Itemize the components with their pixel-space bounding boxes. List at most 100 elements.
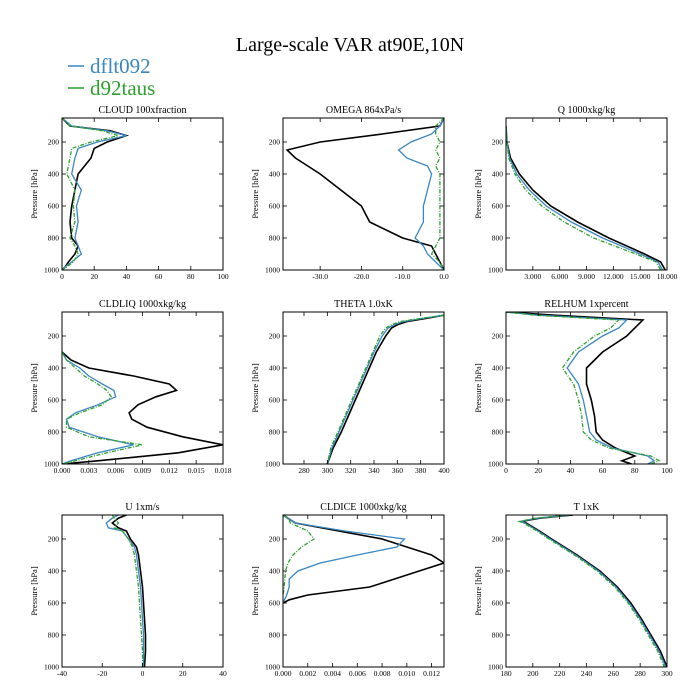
y-axis-label-relhum-1xpercent: Pressure [hPa]: [473, 363, 483, 413]
x-tick-label: -20.0: [354, 272, 370, 281]
series-line-d92taus-cldice-1000xkg-kg: [283, 515, 315, 596]
y-tick-label: 200: [269, 535, 281, 544]
series-line-reference-q-1000xkg-kg: [506, 125, 666, 270]
x-tick-label: 12.000: [603, 272, 624, 281]
x-tick-label: -20: [97, 669, 107, 678]
x-tick-label: 0.003: [80, 466, 97, 475]
y-tick-label: 800: [48, 631, 60, 640]
panel-title-u-1xm-s: U 1xm/s: [125, 502, 159, 513]
series-line-dflt092-relhum-1xpercent: [506, 312, 656, 464]
panel-title-cloud-100xfraction: CLOUD 100xfraction: [98, 105, 186, 116]
y-tick-label: 1000: [44, 460, 59, 469]
panel-omega-864xpa-s: OMEGA 864xPa/s Pressure [hPa] 200 400 600 800…: [250, 105, 449, 281]
y-tick-label: 1000: [488, 266, 503, 275]
x-tick-label: 0.000: [275, 669, 292, 678]
y-tick-label: 1000: [265, 460, 280, 469]
series-line-reference-t-1xk: [519, 515, 667, 667]
y-axis-label-cldice-1000xkg-kg: Pressure [hPa]: [250, 566, 260, 616]
x-tick-label: 40: [219, 669, 227, 678]
y-tick-label: 200: [48, 138, 60, 147]
x-tick-label: 80: [631, 466, 639, 475]
series-line-reference-cldliq-1000xkg-kg: [62, 351, 223, 464]
x-tick-label: 60: [155, 272, 163, 281]
x-tick-label: 340: [368, 466, 380, 475]
x-tick-label: 320: [345, 466, 357, 475]
y-tick-label: 200: [269, 332, 281, 341]
series-line-dflt092-cloud-100xfraction: [62, 118, 127, 270]
x-tick-label: 180: [500, 669, 512, 678]
y-axis-label-q-1000xkg-kg: Pressure [hPa]: [473, 169, 483, 219]
x-tick-label: -10.0: [395, 272, 411, 281]
series-line-reference-cloud-100xfraction: [62, 118, 130, 270]
y-tick-label: 800: [269, 631, 281, 640]
x-tick-label: 15.000: [630, 272, 651, 281]
y-tick-label: 200: [48, 332, 60, 341]
y-tick-label: 400: [269, 364, 281, 373]
series-line-reference-u-1xm-s: [111, 515, 147, 667]
y-tick-label: 800: [269, 234, 281, 243]
y-tick-label: 800: [269, 428, 281, 437]
y-tick-label: 1000: [488, 460, 503, 469]
x-tick-label: 300: [661, 669, 673, 678]
x-tick-label: 220: [554, 669, 566, 678]
x-tick-label: -40: [57, 669, 67, 678]
x-tick-label: 0.004: [324, 669, 341, 678]
panel-title-theta-1-0xk: THETA 1.0xK: [334, 299, 393, 310]
y-tick-label: 600: [492, 599, 504, 608]
x-tick-label: 0.006: [107, 466, 124, 475]
y-tick-label: 200: [492, 332, 504, 341]
x-tick-label: 0.018: [215, 466, 232, 475]
y-tick-label: 400: [269, 567, 281, 576]
x-tick-label: 0.002: [299, 669, 316, 678]
series-line-d92taus-relhum-1xpercent: [506, 312, 661, 464]
y-tick-label: 400: [48, 364, 60, 373]
y-tick-label: 400: [492, 567, 504, 576]
y-tick-label: 400: [48, 170, 60, 179]
x-tick-label: 0.010: [398, 669, 415, 678]
y-tick-label: 600: [269, 396, 281, 405]
x-tick-label: 18.000: [657, 272, 678, 281]
plot-frame-relhum-1xpercent: [505, 311, 668, 465]
series-line-d92taus-u-1xm-s: [111, 515, 144, 667]
y-tick-label: 800: [48, 234, 60, 243]
y-axis-label-u-1xm-s: Pressure [hPa]: [29, 566, 39, 616]
series-line-d92taus-t-1xk: [517, 515, 665, 667]
panel-title-cldice-1000xkg-kg: CLDICE 1000xkg/kg: [320, 502, 406, 513]
x-tick-label: 3.000: [524, 272, 541, 281]
plot-frame-theta-1-0xk: [282, 311, 445, 465]
series-line-dflt092-u-1xm-s: [105, 515, 145, 667]
legend: dflt092 d92taus: [68, 54, 155, 100]
x-tick-label: 0.012: [161, 466, 178, 475]
y-tick-label: 600: [269, 599, 281, 608]
x-tick-label: 300: [322, 466, 334, 475]
series-line-d92taus-cloud-100xfraction: [62, 118, 121, 270]
x-tick-label: 100: [217, 272, 229, 281]
panel-title-q-1000xkg-kg: Q 1000xkg/kg: [558, 105, 616, 116]
plot-frame-cldliq-1000xkg-kg: [61, 311, 224, 465]
x-tick-label: 280: [635, 669, 647, 678]
x-tick-label: 20: [90, 272, 98, 281]
series-line-d92taus-cldliq-1000xkg-kg: [62, 351, 143, 464]
y-tick-label: 200: [492, 138, 504, 147]
x-tick-label: 380: [415, 466, 427, 475]
x-tick-label: 80: [187, 272, 195, 281]
x-tick-label: 0.0: [439, 272, 449, 281]
y-tick-label: 200: [492, 535, 504, 544]
x-tick-label: 240: [581, 669, 593, 678]
y-tick-label: 800: [492, 234, 504, 243]
x-tick-label: -30.0: [312, 272, 328, 281]
panel-q-1000xkg-kg: Q 1000xkg/kg Pressure [hPa] 200 400 600 800 10…: [473, 105, 678, 281]
y-tick-label: 600: [48, 396, 60, 405]
y-tick-label: 600: [492, 396, 504, 405]
series-line-dflt092-cldliq-1000xkg-kg: [62, 351, 134, 464]
y-tick-label: 400: [492, 364, 504, 373]
x-tick-label: 280: [298, 466, 310, 475]
y-tick-label: 1000: [265, 663, 280, 672]
y-axis-label-t-1xk: Pressure [hPa]: [473, 566, 483, 616]
plot-frame-cldice-1000xkg-kg: [282, 514, 445, 668]
x-tick-label: 40: [123, 272, 131, 281]
legend-label-d92taus: d92taus: [90, 76, 155, 100]
x-tick-label: 0: [141, 669, 145, 678]
